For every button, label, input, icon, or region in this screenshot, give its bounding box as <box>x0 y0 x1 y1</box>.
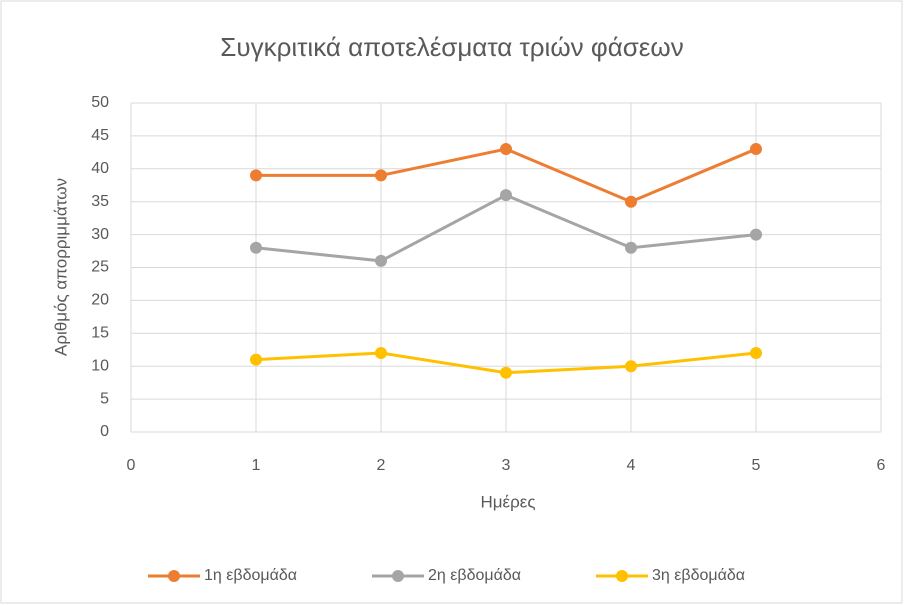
data-point <box>375 169 387 182</box>
y-tick-label: 35 <box>91 193 109 210</box>
chart-title: Συγκριτικά αποτελέσματα τριών φάσεων <box>220 32 683 62</box>
data-point <box>250 353 262 366</box>
y-tick-label: 20 <box>91 292 109 309</box>
y-tick-label: 30 <box>91 226 109 243</box>
data-point <box>750 347 762 360</box>
y-axis-label: Αριθμός απορριμμάτων <box>51 178 70 356</box>
y-tick-label: 5 <box>100 390 109 407</box>
x-tick-label: 0 <box>127 457 136 474</box>
data-point <box>250 241 262 254</box>
data-point <box>750 143 762 156</box>
x-tick-label: 6 <box>877 457 886 474</box>
x-tick-label: 2 <box>377 457 386 474</box>
data-point <box>500 189 512 202</box>
legend-marker <box>392 570 404 582</box>
data-point <box>375 254 387 267</box>
y-tick-label: 50 <box>91 94 109 111</box>
y-tick-label: 0 <box>100 423 109 440</box>
y-tick-label: 25 <box>91 259 109 276</box>
data-point <box>750 228 762 241</box>
x-tick-label: 3 <box>502 457 511 474</box>
legend-marker <box>168 570 180 582</box>
legend-marker <box>616 570 628 582</box>
x-tick-label: 1 <box>252 457 261 474</box>
data-point <box>375 347 387 360</box>
data-point <box>625 241 637 254</box>
legend-label: 2η εβδομάδα <box>428 567 521 584</box>
legend-label: 1η εβδομάδα <box>204 567 297 584</box>
data-point <box>500 143 512 156</box>
x-tick-label: 5 <box>752 457 761 474</box>
legend-label: 3η εβδομάδα <box>652 567 745 584</box>
y-tick-label: 45 <box>91 127 109 144</box>
data-point <box>625 360 637 373</box>
data-point <box>250 169 262 182</box>
y-tick-label: 40 <box>91 160 109 177</box>
data-point <box>625 195 637 208</box>
data-point <box>500 366 512 379</box>
x-tick-label: 4 <box>627 457 636 474</box>
y-tick-label: 15 <box>91 325 109 342</box>
y-tick-label: 10 <box>91 357 109 374</box>
x-axis-label: Ημέρες <box>480 492 535 511</box>
